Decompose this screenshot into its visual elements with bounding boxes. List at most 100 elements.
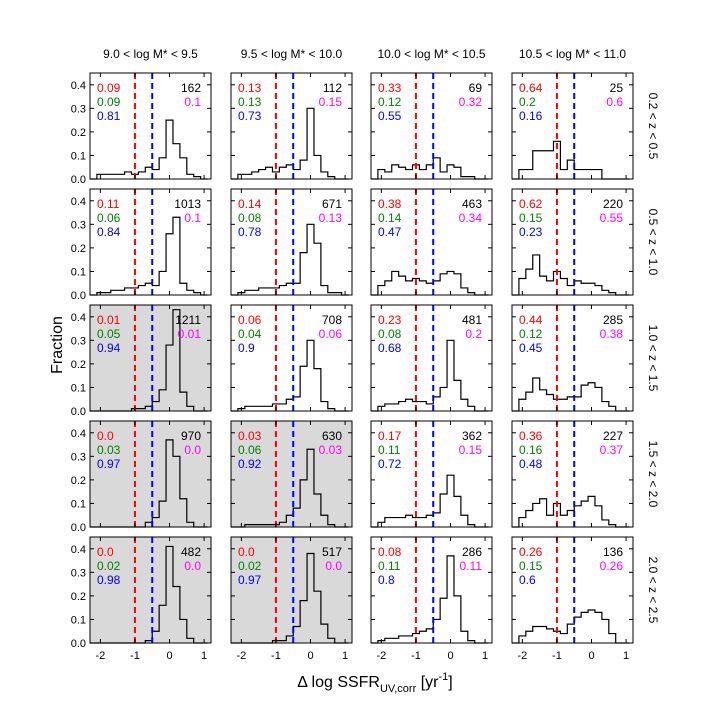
x-axis-label: Δ log SSFRUV,corr [yr-1] (297, 671, 452, 695)
x-tick-label: 0 (307, 650, 313, 662)
count-label: 25 (610, 81, 624, 95)
blue-fraction-label: 0.92 (238, 457, 262, 471)
green-fraction-label: 0.02 (97, 559, 121, 573)
blue-fraction-label: 0.48 (519, 457, 543, 471)
magenta-fraction-label: 0.0 (184, 559, 201, 573)
x-tick-label: -2 (236, 650, 246, 662)
blue-fraction-label: 0.72 (378, 457, 402, 471)
histogram-step (512, 609, 630, 644)
red-fraction-label: 0.14 (238, 197, 262, 211)
red-fraction-label: 0.13 (238, 81, 262, 95)
column-title: 10.5 < log M* < 11.0 (519, 47, 627, 61)
x-tick-label: 0 (166, 650, 172, 662)
blue-fraction-label: 0.6 (519, 573, 536, 587)
shaded-background (90, 421, 211, 527)
red-fraction-label: 0.26 (519, 545, 543, 559)
count-label: 136 (603, 545, 623, 559)
count-label: 970 (181, 429, 201, 443)
histogram-step (371, 270, 489, 296)
panel-frame (511, 420, 634, 528)
red-fraction-label: 0.17 (378, 429, 402, 443)
blue-fraction-label: 0.9 (238, 341, 255, 355)
red-fraction-label: 0.01 (97, 313, 121, 327)
red-fraction-label: 0.33 (378, 81, 402, 95)
y-tick-label: 0.3 (71, 451, 86, 463)
panel-frame (230, 304, 353, 412)
panel-frame (230, 536, 353, 644)
blue-fraction-label: 0.98 (97, 573, 121, 587)
blue-fraction-label: 0.47 (378, 225, 402, 239)
panel-frame (370, 420, 493, 528)
magenta-fraction-label: 0.38 (600, 327, 624, 341)
panel-frame (89, 420, 212, 528)
blue-fraction-label: 0.55 (378, 109, 402, 123)
magenta-fraction-label: 0.01 (178, 327, 202, 341)
column-title: 10.0 < log M* < 10.5 (377, 47, 485, 61)
magenta-fraction-label: 0.6 (606, 95, 623, 109)
blue-fraction-label: 0.68 (378, 341, 402, 355)
y-tick-label: 0.2 (71, 243, 86, 255)
green-fraction-label: 0.15 (519, 559, 543, 573)
count-label: 162 (181, 81, 201, 95)
count-label: 671 (322, 197, 342, 211)
panel-grid: 9.0 < log M* < 9.5 9.5 < log M* < 10.0 10.… (71, 47, 660, 662)
blue-fraction-label: 0.45 (519, 341, 543, 355)
panel-background (512, 189, 633, 295)
shaded-background (231, 421, 352, 527)
y-tick-label: 0.4 (71, 80, 86, 92)
histogram-panel: 0.640.20.16 250.6 (511, 72, 634, 180)
count-label: 227 (603, 429, 623, 443)
shaded-background (90, 305, 211, 411)
magenta-fraction-label: 0.34 (459, 211, 483, 225)
y-tick-label: 0.0 (71, 522, 86, 534)
x-tick-label: 0 (447, 650, 453, 662)
red-fraction-label: 0.06 (238, 313, 262, 327)
panel-background (512, 305, 633, 411)
histogram-step (512, 254, 630, 296)
magenta-fraction-label: 0.1 (184, 211, 201, 225)
histogram-panel: 0.330.120.55 690.32 (370, 72, 493, 180)
panel-background (371, 73, 492, 179)
panel-background (231, 305, 352, 411)
y-tick-label: 0.0 (71, 290, 86, 302)
count-label: 69 (469, 81, 483, 95)
histogram-step (231, 107, 349, 180)
y-tick-label: 0.0 (71, 406, 86, 418)
y-tick-label: 0.4 (71, 196, 86, 208)
y-tick-label: 0.3 (71, 567, 86, 579)
magenta-fraction-label: 0.26 (600, 559, 624, 573)
column-title: 9.0 < log M* < 9.5 (103, 47, 198, 61)
magenta-fraction-label: 0.13 (319, 211, 343, 225)
magenta-fraction-label: 0.15 (459, 443, 483, 457)
magenta-fraction-label: 0.37 (600, 443, 624, 457)
x-tick-label: 0 (588, 650, 594, 662)
x-axis-label-unit-end: ] (448, 674, 452, 691)
x-tick-label: 1 (342, 650, 348, 662)
magenta-fraction-label: 0.06 (319, 327, 343, 341)
magenta-fraction-label: 0.11 (460, 559, 483, 573)
count-label: 112 (323, 81, 342, 95)
panel-background (90, 189, 211, 295)
red-fraction-label: 0.44 (519, 313, 543, 327)
magenta-fraction-label: 0.03 (319, 443, 343, 457)
y-tick-label: 0.3 (71, 335, 86, 347)
histogram-step (512, 377, 630, 412)
count-label: 1211 (175, 313, 201, 327)
row-title: 0.5 < z < 1.0 (646, 209, 660, 276)
count-label: 630 (322, 429, 342, 443)
blue-fraction-label: 0.78 (238, 225, 262, 239)
red-fraction-label: 0.38 (378, 197, 402, 211)
green-fraction-label: 0.13 (238, 95, 262, 109)
row-title: 0.2 < z < 0.5 (646, 93, 660, 160)
green-fraction-label: 0.15 (519, 211, 543, 225)
y-tick-label: 0.1 (71, 498, 86, 510)
x-axis-label-sub: UV,corr (380, 683, 417, 695)
